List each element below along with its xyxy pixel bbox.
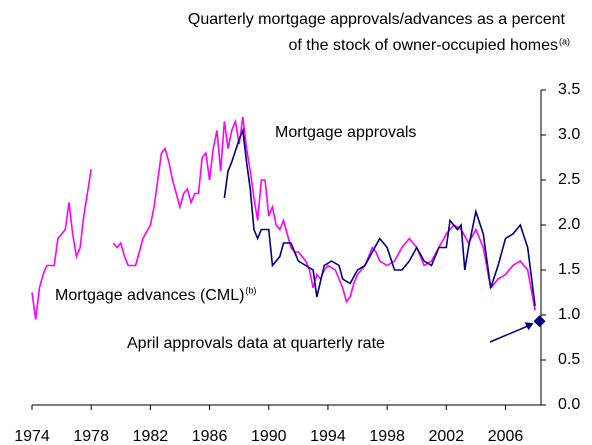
- x-tick-label: 1994: [310, 428, 346, 445]
- y-tick-label: 2.0: [558, 216, 580, 233]
- series-line: [31, 116, 536, 320]
- y-tick-label: 0.0: [558, 396, 580, 413]
- x-tick-label: 2006: [488, 428, 524, 445]
- series-note: (b): [245, 285, 256, 295]
- chart-title: of the stock of owner-occupied homes: [289, 37, 558, 54]
- x-tick-label: 1974: [14, 428, 50, 445]
- x-tick-label: 1990: [251, 428, 287, 445]
- x-tick-label: 2002: [429, 428, 465, 445]
- x-tick-label: 1978: [73, 428, 109, 445]
- y-tick-label: 3.0: [558, 126, 580, 143]
- x-tick-label: 1998: [369, 428, 405, 445]
- y-tick-label: 2.5: [558, 171, 580, 188]
- point: [533, 315, 546, 328]
- arrow-head: [524, 322, 534, 331]
- arrow: [489, 324, 530, 343]
- y-tick-label: 0.5: [558, 351, 580, 368]
- title-note: (a): [559, 36, 570, 46]
- y-tick-label: 1.0: [558, 306, 580, 323]
- y-tick-label: 3.5: [558, 81, 580, 98]
- annotation: April approvals data at quarterly rate: [127, 335, 385, 352]
- series-label: Mortgage approvals: [275, 124, 416, 141]
- y-tick-label: 1.5: [558, 261, 580, 278]
- x-tick-label: 1982: [133, 428, 169, 445]
- chart-title: Quarterly mortgage approvals/advances as…: [188, 11, 566, 28]
- series-label: Mortgage advances (CML): [55, 287, 244, 304]
- x-tick-label: 1986: [192, 428, 228, 445]
- series-line: [223, 127, 536, 307]
